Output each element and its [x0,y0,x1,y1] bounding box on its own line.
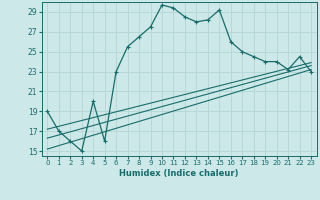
X-axis label: Humidex (Indice chaleur): Humidex (Indice chaleur) [119,169,239,178]
